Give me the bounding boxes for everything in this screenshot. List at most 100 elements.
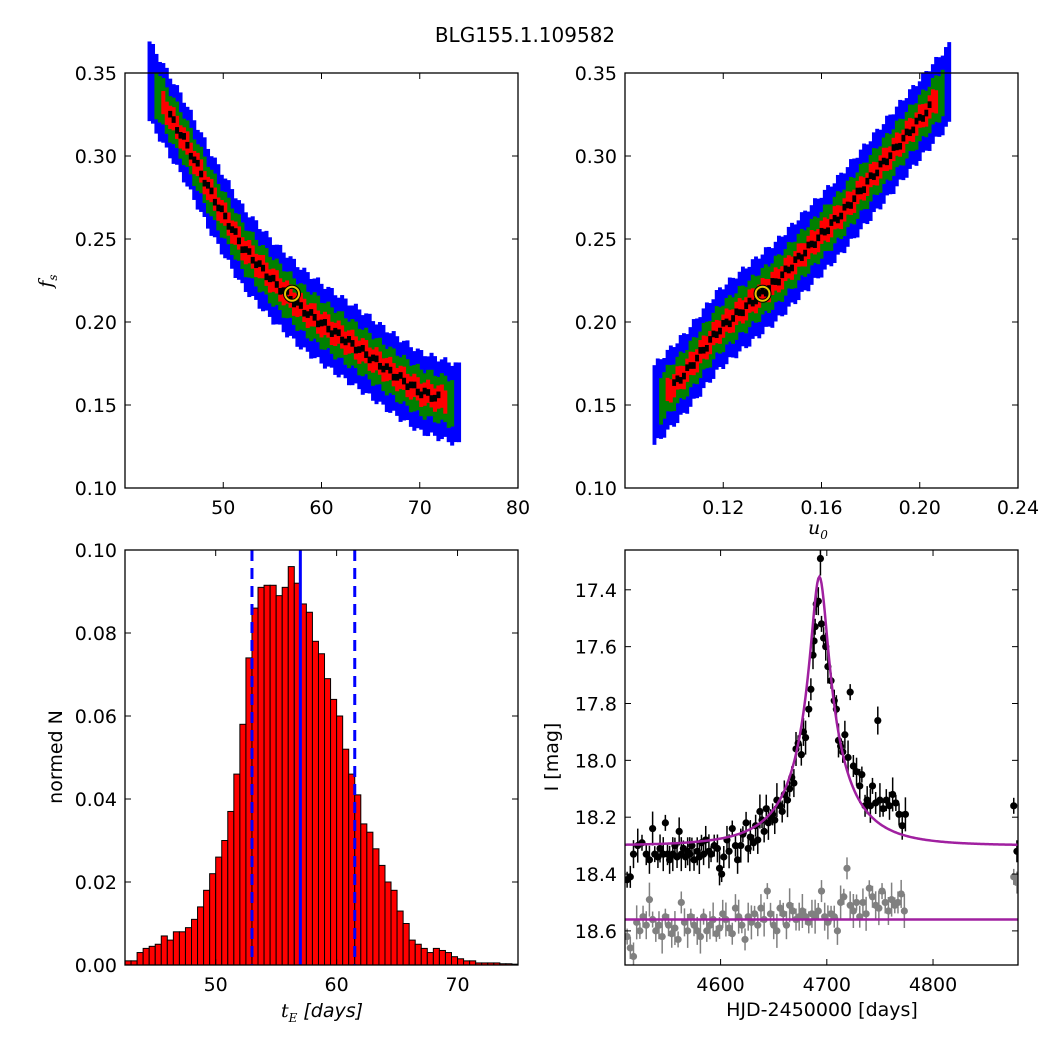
confidence-cell	[727, 320, 732, 328]
histogram-bar	[330, 698, 338, 966]
y-tick-label: 0.20	[75, 312, 117, 334]
confidence-cell	[875, 169, 880, 177]
y-tick-label: 18.4	[575, 864, 617, 886]
confidence-cell	[199, 170, 204, 178]
data-point	[658, 932, 666, 941]
confidence-cell	[711, 330, 716, 338]
confidence-cell	[852, 195, 857, 202]
confidence-cell	[329, 330, 334, 337]
data-point	[849, 762, 857, 770]
confidence-cell	[898, 142, 903, 150]
confidence-cell	[691, 362, 696, 369]
confidence-cell	[219, 205, 224, 213]
confidence-cell	[901, 134, 906, 142]
data-point	[798, 907, 806, 915]
x-axis-label-sub: 0	[820, 528, 828, 542]
y-tick-label: 0.35	[575, 63, 617, 85]
data-point	[629, 952, 638, 961]
y-tick-label: 0.06	[75, 706, 117, 728]
data-point	[655, 921, 663, 929]
y-axis-label-sub: s	[46, 274, 60, 280]
confidence-cell	[419, 391, 424, 399]
data-point	[668, 930, 676, 938]
confidence-cell	[319, 319, 324, 327]
confidence-cell	[839, 212, 844, 220]
confidence-cell	[688, 362, 693, 369]
data-point	[852, 768, 861, 776]
data-point	[897, 890, 905, 898]
confidence-cell	[271, 274, 276, 282]
confidence-cell	[360, 345, 365, 352]
confidence-cell	[398, 372, 403, 379]
confidence-cell	[291, 300, 297, 308]
x-tick-label: 50	[211, 497, 235, 519]
figure-title: BLG155.1.109582	[435, 23, 615, 47]
confidence-cell	[453, 362, 458, 443]
data-point	[817, 887, 826, 895]
data-point	[719, 910, 727, 918]
axes-frame	[624, 72, 1019, 489]
histogram-bar	[233, 773, 241, 966]
data-point	[763, 887, 771, 895]
data-point	[760, 827, 768, 836]
confidence-cell	[305, 311, 310, 318]
y-tick-label: 0.02	[75, 872, 117, 894]
confidence-cell	[422, 387, 427, 395]
confidence-cell	[364, 351, 369, 358]
histogram-bar	[336, 715, 344, 966]
histogram-bar	[209, 873, 217, 966]
data-point	[889, 790, 897, 799]
data-point	[814, 597, 822, 605]
confidence-cell	[786, 266, 791, 274]
data-point	[843, 864, 851, 872]
axes-frame	[124, 549, 519, 966]
data-point	[863, 796, 871, 804]
data-point	[750, 910, 759, 918]
confidence-cell	[724, 318, 729, 326]
confidence-cell	[408, 381, 413, 389]
histogram-bar	[257, 586, 265, 966]
data-point	[746, 833, 754, 841]
confidence-cell	[374, 355, 379, 363]
confidence-cell	[780, 271, 785, 279]
histogram-bar	[191, 918, 199, 966]
data-point	[837, 898, 845, 907]
confidence-cell	[809, 240, 814, 248]
confidence-cell	[904, 128, 909, 136]
confidence-cell	[195, 159, 200, 167]
data-point	[770, 921, 778, 929]
confidence-cell	[885, 158, 889, 166]
y-axis-label: fs	[35, 274, 60, 289]
confidence-cell	[298, 302, 303, 309]
confidence-cell	[845, 201, 850, 209]
data-point	[629, 850, 638, 858]
confidence-cell	[264, 273, 269, 281]
x-tick-label: 70	[408, 497, 432, 519]
confidence-cell	[457, 362, 462, 443]
confidence-cell	[230, 226, 235, 233]
data-point	[789, 907, 797, 915]
confidence-cell	[429, 395, 434, 402]
data-point	[817, 620, 826, 628]
histogram-bar	[263, 584, 271, 966]
histogram-bar	[372, 848, 380, 966]
x-tick-label: 70	[445, 974, 469, 996]
data-point	[626, 944, 634, 952]
histogram-bar	[342, 748, 350, 966]
confidence-cell	[917, 114, 922, 121]
y-tick-label: 17.6	[575, 637, 617, 659]
data-point	[779, 910, 787, 918]
confidence-cell	[388, 366, 393, 374]
histogram-bar	[136, 952, 144, 966]
data-point	[790, 779, 798, 787]
data-point	[1010, 873, 1018, 881]
data-point	[693, 927, 701, 935]
x-tick-label: 4600	[696, 974, 744, 996]
confidence-cell	[446, 381, 451, 428]
confidence-cell	[682, 372, 686, 380]
data-point	[882, 796, 890, 804]
histogram-bar	[160, 935, 168, 966]
confidence-cell	[371, 354, 376, 362]
confidence-cell	[233, 228, 238, 235]
confidence-cell	[391, 373, 396, 381]
